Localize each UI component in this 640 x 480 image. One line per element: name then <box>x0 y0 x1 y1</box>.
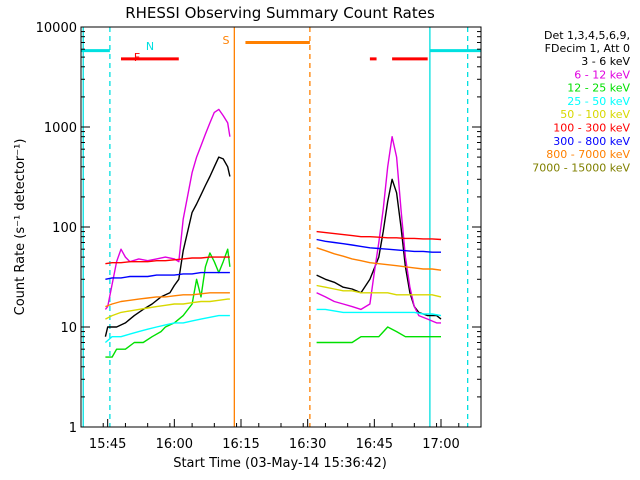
series-4-segment-0 <box>105 298 230 320</box>
series-5-segment-0 <box>105 256 230 265</box>
series-4-segment-1 <box>316 284 442 298</box>
legend-entry-2: 12 - 25 keV <box>567 82 630 95</box>
axes: 15:45 16:00 16:15 16:30 16:45 17:00 1 10 100 1000… <box>36 21 482 452</box>
series-lines <box>104 108 442 358</box>
series-1-segment-0 <box>104 108 231 310</box>
legend-entry-5: 100 - 300 keV <box>553 122 630 135</box>
x-axis-label: Start Time (03-May-14 15:36:42) <box>173 456 387 471</box>
legend-entry-3: 25 - 50 keV <box>567 95 630 108</box>
legend-entry-6: 300 - 800 keV <box>553 135 630 148</box>
legend-entry-4: 50 - 100 keV <box>560 108 630 121</box>
series-5-segment-1 <box>316 230 442 241</box>
series-2-segment-0 <box>105 248 231 358</box>
x-tick-label-5: 17:00 <box>422 437 459 452</box>
x-tick-label-0: 15:45 <box>89 437 126 452</box>
series-7-segment-1 <box>316 247 442 271</box>
x-tick-label-2: 16:15 <box>222 437 259 452</box>
x-tick-label-3: 16:30 <box>289 437 326 452</box>
series-6-segment-0 <box>105 271 230 280</box>
y-tick-label-3: 1000 <box>44 121 77 136</box>
flag-N-label: N <box>146 40 154 53</box>
x-tick-label-1: 16:00 <box>156 437 193 452</box>
series-7-segment-0 <box>105 292 230 308</box>
flag-bars: NF S <box>81 34 481 64</box>
plot-frame <box>80 26 482 428</box>
legend-header-1: FDecim 1, Att 0 <box>545 42 630 55</box>
legend-entry-0: 3 - 6 keV <box>581 55 630 68</box>
y-tick-label-1: 10 <box>60 321 77 336</box>
flag-F-label: F <box>134 51 140 64</box>
flag-S-label: S <box>223 34 230 47</box>
legend-entry-1: 6 - 12 keV <box>574 68 630 81</box>
series-2-segment-1 <box>316 326 441 344</box>
series-6-segment-1 <box>316 238 441 253</box>
y-tick-label-0: 1 <box>69 421 77 436</box>
vertical-markers <box>82 27 469 427</box>
legend-header-0: Det 1,3,4,5,6,9, <box>544 29 630 42</box>
y-tick-label-4: 10000 <box>36 21 77 36</box>
legend-entry-7: 800 - 7000 keV <box>546 148 630 161</box>
series-0-segment-1 <box>316 178 442 320</box>
x-tick-label-4: 16:45 <box>356 437 393 452</box>
legend: Det 1,3,4,5,6,9,FDecim 1, Att 03 - 6 keV… <box>532 29 630 174</box>
y-axis-label: Count Rate (s⁻¹ detector⁻¹) <box>13 139 28 316</box>
legend-entry-8: 7000 - 15000 keV <box>532 161 630 174</box>
series-3-segment-0 <box>104 314 230 344</box>
series-0-segment-0 <box>104 156 231 337</box>
series-3-segment-1 <box>316 308 442 317</box>
y-tick-label-2: 100 <box>52 221 77 236</box>
chart-title: RHESSI Observing Summary Count Rates <box>125 4 435 22</box>
